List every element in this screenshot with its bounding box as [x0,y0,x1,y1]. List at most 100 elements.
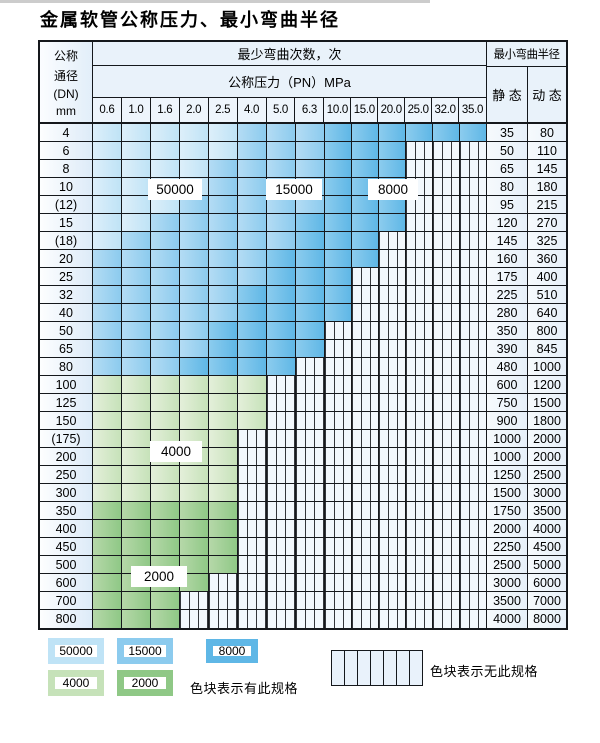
no-spec-cell [406,430,433,447]
no-spec-cell [406,196,433,213]
static-radius-cell: 65 [487,160,528,177]
no-spec-cell [238,430,267,447]
spec-cell [151,340,180,357]
static-radius-cell: 280 [487,304,528,321]
static-radius-cell: 390 [487,340,528,357]
no-spec-cell [379,502,406,519]
spec-cell [325,196,352,213]
spec-cell [209,394,238,411]
dynamic-radius-cell: 2000 [528,448,566,465]
legend-has-spec-text: 色块表示有此规格 [190,681,299,696]
no-spec-cell [325,556,352,573]
dn-cell: 32 [40,286,93,303]
spec-cell [122,124,151,141]
spec-cell [151,412,180,429]
dynamic-radius-cell: 845 [528,340,566,357]
spec-cell [238,124,267,141]
no-spec-cell [325,430,352,447]
spec-cell [93,160,122,177]
dn-header-line: 公称 [53,48,78,63]
spec-cell [267,142,296,159]
spec-cell [93,430,122,447]
no-spec-cell [238,520,267,537]
pressure-header-25.0: 25.0 [405,97,433,122]
spec-cell [267,322,296,339]
dn-cell: 500 [40,556,93,573]
no-spec-cell [460,286,487,303]
pressure-header-4.0: 4.0 [237,97,267,122]
dn-cell: 350 [40,502,93,519]
spec-cell [209,484,238,501]
static-radius-cell: 3500 [487,592,528,609]
legend-swatch-50000: 50000 [48,638,104,664]
spec-cell [238,322,267,339]
dynamic-radius-cell: 6000 [528,574,566,591]
no-spec-cell [267,466,296,483]
dynamic-radius-cell: 1800 [528,412,566,429]
static-radius-cell: 2000 [487,520,528,537]
no-spec-cell [379,322,406,339]
spec-cell [180,538,209,555]
no-spec-cell [325,394,352,411]
spec-cell [180,322,209,339]
table-row-dn-15: 15 120 270 [40,214,566,232]
hatch-cell [371,651,384,685]
no-spec-cell [379,448,406,465]
table-row-dn-125: 125 750 1500 [40,394,566,412]
spec-cell [151,304,180,321]
spec-cell [325,178,352,195]
spec-cell [325,142,352,159]
spec-cell [238,232,267,249]
no-spec-cell [325,592,352,609]
spec-cell [325,268,352,285]
no-spec-cell [433,286,460,303]
spec-cell [122,322,151,339]
spec-cell [180,124,209,141]
no-spec-cell [352,394,379,411]
pressure-header-0.6: 0.6 [93,97,122,122]
spec-cell [93,610,122,628]
spec-cell [209,160,238,177]
no-spec-cell [379,394,406,411]
no-spec-cell [267,610,296,628]
dn-cell: 150 [40,412,93,429]
no-spec-cell [406,520,433,537]
spec-cell [238,250,267,267]
dn-header-line: (DN) [53,86,79,101]
spec-cell [325,124,352,141]
dynamic-radius-cell: 1000 [528,358,566,375]
spec-cell [93,322,122,339]
spec-cell [296,322,325,339]
no-spec-cell [460,520,487,537]
no-spec-cell [238,574,267,591]
table-row-dn-20: 20 160 360 [40,250,566,268]
dn-cell: 800 [40,610,93,628]
spec-cell [296,142,325,159]
dn-cell: (12) [40,196,93,213]
no-spec-cell [296,376,325,393]
spec-cell [180,286,209,303]
spec-cell [267,160,296,177]
spec-cell [93,574,122,591]
no-spec-cell [433,268,460,285]
spec-cell [151,232,180,249]
spec-cell [296,196,325,213]
spec-cell [209,376,238,393]
no-spec-cell [296,502,325,519]
spec-cell [209,196,238,213]
no-spec-cell [209,610,238,628]
spec-cell [209,520,238,537]
spec-cell [379,142,406,159]
no-spec-cell [296,448,325,465]
legend-swatch-4000: 4000 [48,670,104,696]
dn-cell: 6 [40,142,93,159]
dn-cell: 40 [40,304,93,321]
no-spec-cell [433,340,460,357]
no-spec-cell [379,286,406,303]
hatch-cell [410,651,422,685]
spec-cell [209,232,238,249]
no-spec-cell [460,322,487,339]
dn-cell: 50 [40,322,93,339]
spec-cell [180,214,209,231]
table-row-dn-25: 25 175 400 [40,268,566,286]
